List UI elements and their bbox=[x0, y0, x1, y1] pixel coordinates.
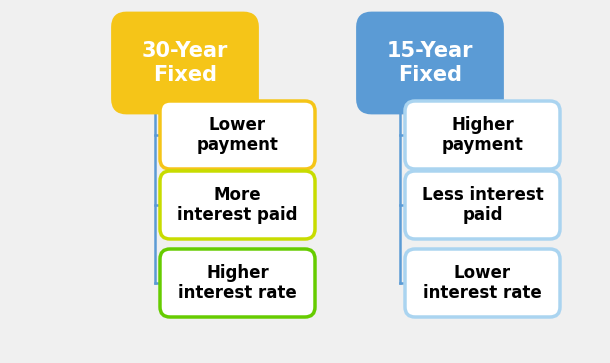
Text: Lower
interest rate: Lower interest rate bbox=[423, 264, 542, 302]
FancyBboxPatch shape bbox=[357, 13, 503, 113]
FancyBboxPatch shape bbox=[405, 171, 560, 239]
Text: Higher
payment: Higher payment bbox=[442, 115, 523, 154]
Text: More
interest paid: More interest paid bbox=[178, 185, 298, 224]
FancyBboxPatch shape bbox=[160, 249, 315, 317]
Text: 30-Year
Fixed: 30-Year Fixed bbox=[142, 41, 228, 85]
Text: Less interest
paid: Less interest paid bbox=[422, 185, 544, 224]
Text: 15-Year
Fixed: 15-Year Fixed bbox=[387, 41, 473, 85]
FancyBboxPatch shape bbox=[160, 171, 315, 239]
FancyBboxPatch shape bbox=[160, 101, 315, 169]
Text: Lower
payment: Lower payment bbox=[196, 115, 278, 154]
FancyBboxPatch shape bbox=[405, 101, 560, 169]
FancyBboxPatch shape bbox=[112, 13, 257, 113]
Text: Higher
interest rate: Higher interest rate bbox=[178, 264, 297, 302]
FancyBboxPatch shape bbox=[405, 249, 560, 317]
